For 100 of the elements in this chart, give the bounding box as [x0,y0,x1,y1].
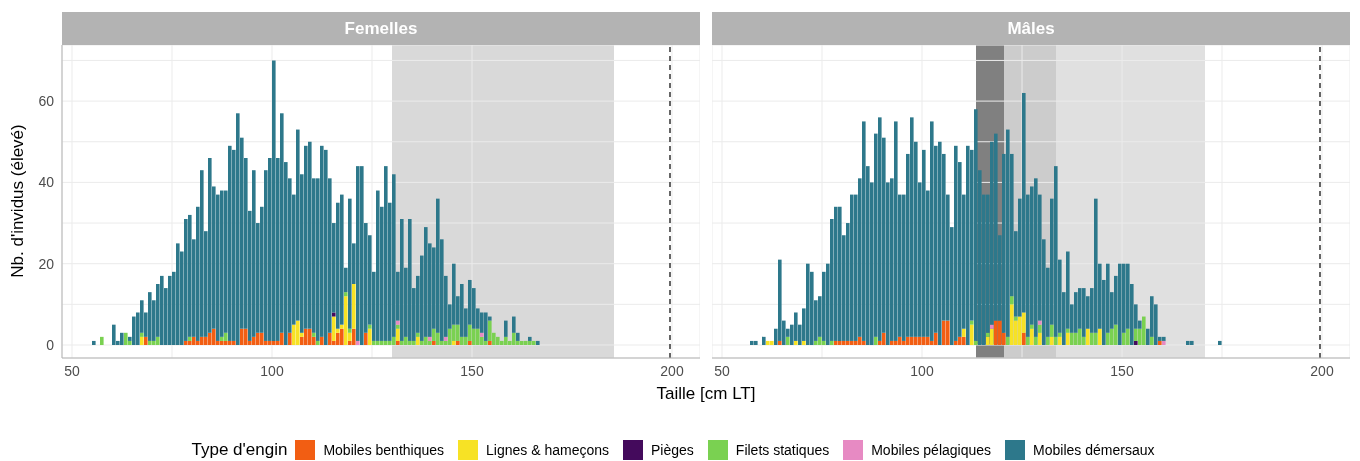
bar [998,320,1002,345]
bar [786,336,790,345]
legend-label: Mobiles démersaux [1033,442,1155,458]
bar [224,332,228,341]
bar [252,336,256,345]
bar [220,340,224,345]
bar [1106,332,1110,345]
bar [396,320,400,325]
bar [922,149,926,337]
bar [416,332,420,337]
bar [344,296,348,345]
bar [280,332,284,345]
bar [1186,340,1190,345]
bar [260,332,264,345]
bar [1038,320,1042,325]
bar [926,336,930,345]
bar [168,275,172,345]
bar [934,332,938,345]
bar [938,141,942,345]
bar [1126,328,1130,345]
bar [336,332,340,345]
bar [220,190,224,337]
y-tick-label: 60 [38,93,55,110]
bar [862,121,866,341]
bar [1038,324,1042,333]
bar [188,214,192,337]
bar [858,336,862,345]
bar [200,336,204,345]
bar [910,336,914,345]
bar [1090,332,1094,345]
bar [384,166,388,341]
bar [220,336,224,341]
bar [750,340,754,345]
bar [132,316,136,345]
bar [894,121,898,341]
bar [140,332,144,337]
bar [802,340,806,345]
bar [882,332,886,345]
bar [794,340,798,345]
bar [906,336,910,345]
legend-label: Mobiles pélagiques [871,442,992,458]
bar [778,340,782,345]
bar [376,340,380,345]
bar [184,340,188,345]
legend-label: Pièges [651,442,694,458]
bar [348,198,352,329]
bar [946,320,950,345]
bar [468,340,472,345]
x-tick-label: 50 [714,362,730,379]
bar [192,336,196,345]
bar [396,324,400,329]
bar [332,316,336,341]
y-tick-label: 20 [38,255,55,272]
bar [252,170,256,337]
bar [842,340,846,345]
bar [360,166,364,345]
bar [902,340,906,345]
bar [838,340,842,345]
y-axis-title: Nb. d'invidus (élevé) [8,123,28,280]
bar [412,340,416,345]
bar [1086,328,1090,345]
bar [184,218,188,341]
bar [484,340,488,345]
bar [512,332,516,345]
legend-label: Filets statiques [735,442,830,458]
chart-title: Mâles [712,12,1350,45]
bar [986,332,990,337]
bar [304,145,308,329]
bar [1134,328,1138,341]
bar [954,145,958,341]
bar [846,340,850,345]
bar [1162,336,1166,341]
bar [1162,340,1166,345]
bar [408,340,412,345]
x-tick-label: 100 [260,362,284,379]
bar [228,145,232,341]
bar [1010,296,1014,305]
bar [822,340,826,345]
bar [272,60,276,341]
chart-title: Femelles [62,12,700,45]
bar [148,292,152,341]
bar [778,259,782,341]
bar [918,336,922,345]
bar [324,149,328,345]
bar [236,113,240,345]
bar [974,340,978,345]
bar [862,340,866,345]
bar [140,336,144,345]
bar [188,340,192,345]
bar [1054,166,1058,337]
bar [348,328,352,333]
bar [488,340,492,345]
bar [930,121,934,341]
bar [850,340,854,345]
bar [416,336,420,345]
bar [432,340,436,345]
bar [292,324,296,345]
bar [408,218,412,341]
bar [424,227,428,337]
bar [208,158,212,333]
